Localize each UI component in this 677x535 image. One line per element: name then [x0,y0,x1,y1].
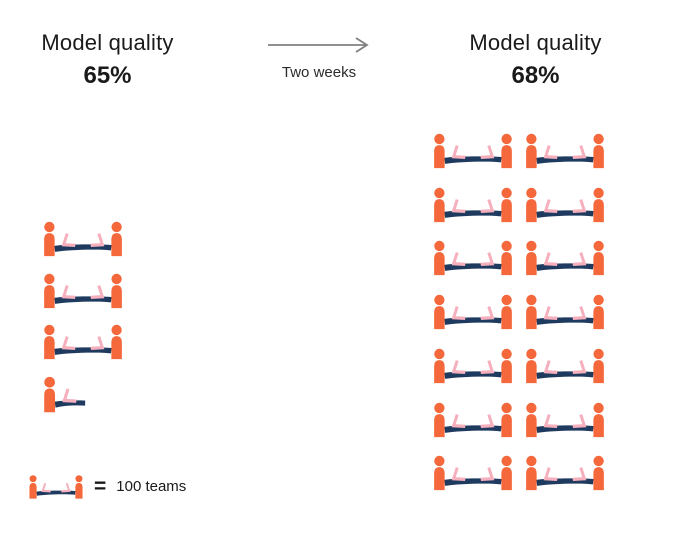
legend-icon [28,474,84,500]
before-icon-column [42,220,124,414]
legend: = 100 teams [28,474,186,500]
after-title: Model quality [469,30,602,55]
legend-label: 100 teams [116,478,187,496]
team-at-table-icon [28,474,84,500]
team-at-table-icon [432,454,514,492]
before-title: Model quality [41,30,174,55]
team-at-table-icon [432,347,514,385]
team-at-table-icon [432,239,514,277]
team-at-table-icon [42,220,124,258]
after-title-block: Model quality 68% [448,30,623,90]
team-at-table-icon [432,401,514,439]
team-half-icon [42,375,86,414]
team-at-table-icon [432,132,514,170]
team-at-table-icon [524,239,606,277]
team-at-table-icon [524,293,606,331]
transition-block: Two weeks [263,36,375,81]
transition-label: Two weeks [281,64,357,81]
team-at-table-icon [432,186,514,224]
team-at-table-icon [524,454,606,492]
team-at-table-icon [524,347,606,385]
before-title-block: Model quality 65% [20,30,195,90]
legend-equals: = [94,474,107,498]
team-at-table-icon [42,323,124,361]
after-icon-grid [432,132,606,492]
team-at-table-icon [42,272,124,310]
team-at-table-icon [524,186,606,224]
right-arrow-icon [268,37,369,53]
after-value: 68% [511,62,560,89]
team-at-table-icon [524,132,606,170]
before-value: 65% [83,62,132,89]
team-at-table-icon [432,293,514,331]
team-at-table-icon [524,401,606,439]
